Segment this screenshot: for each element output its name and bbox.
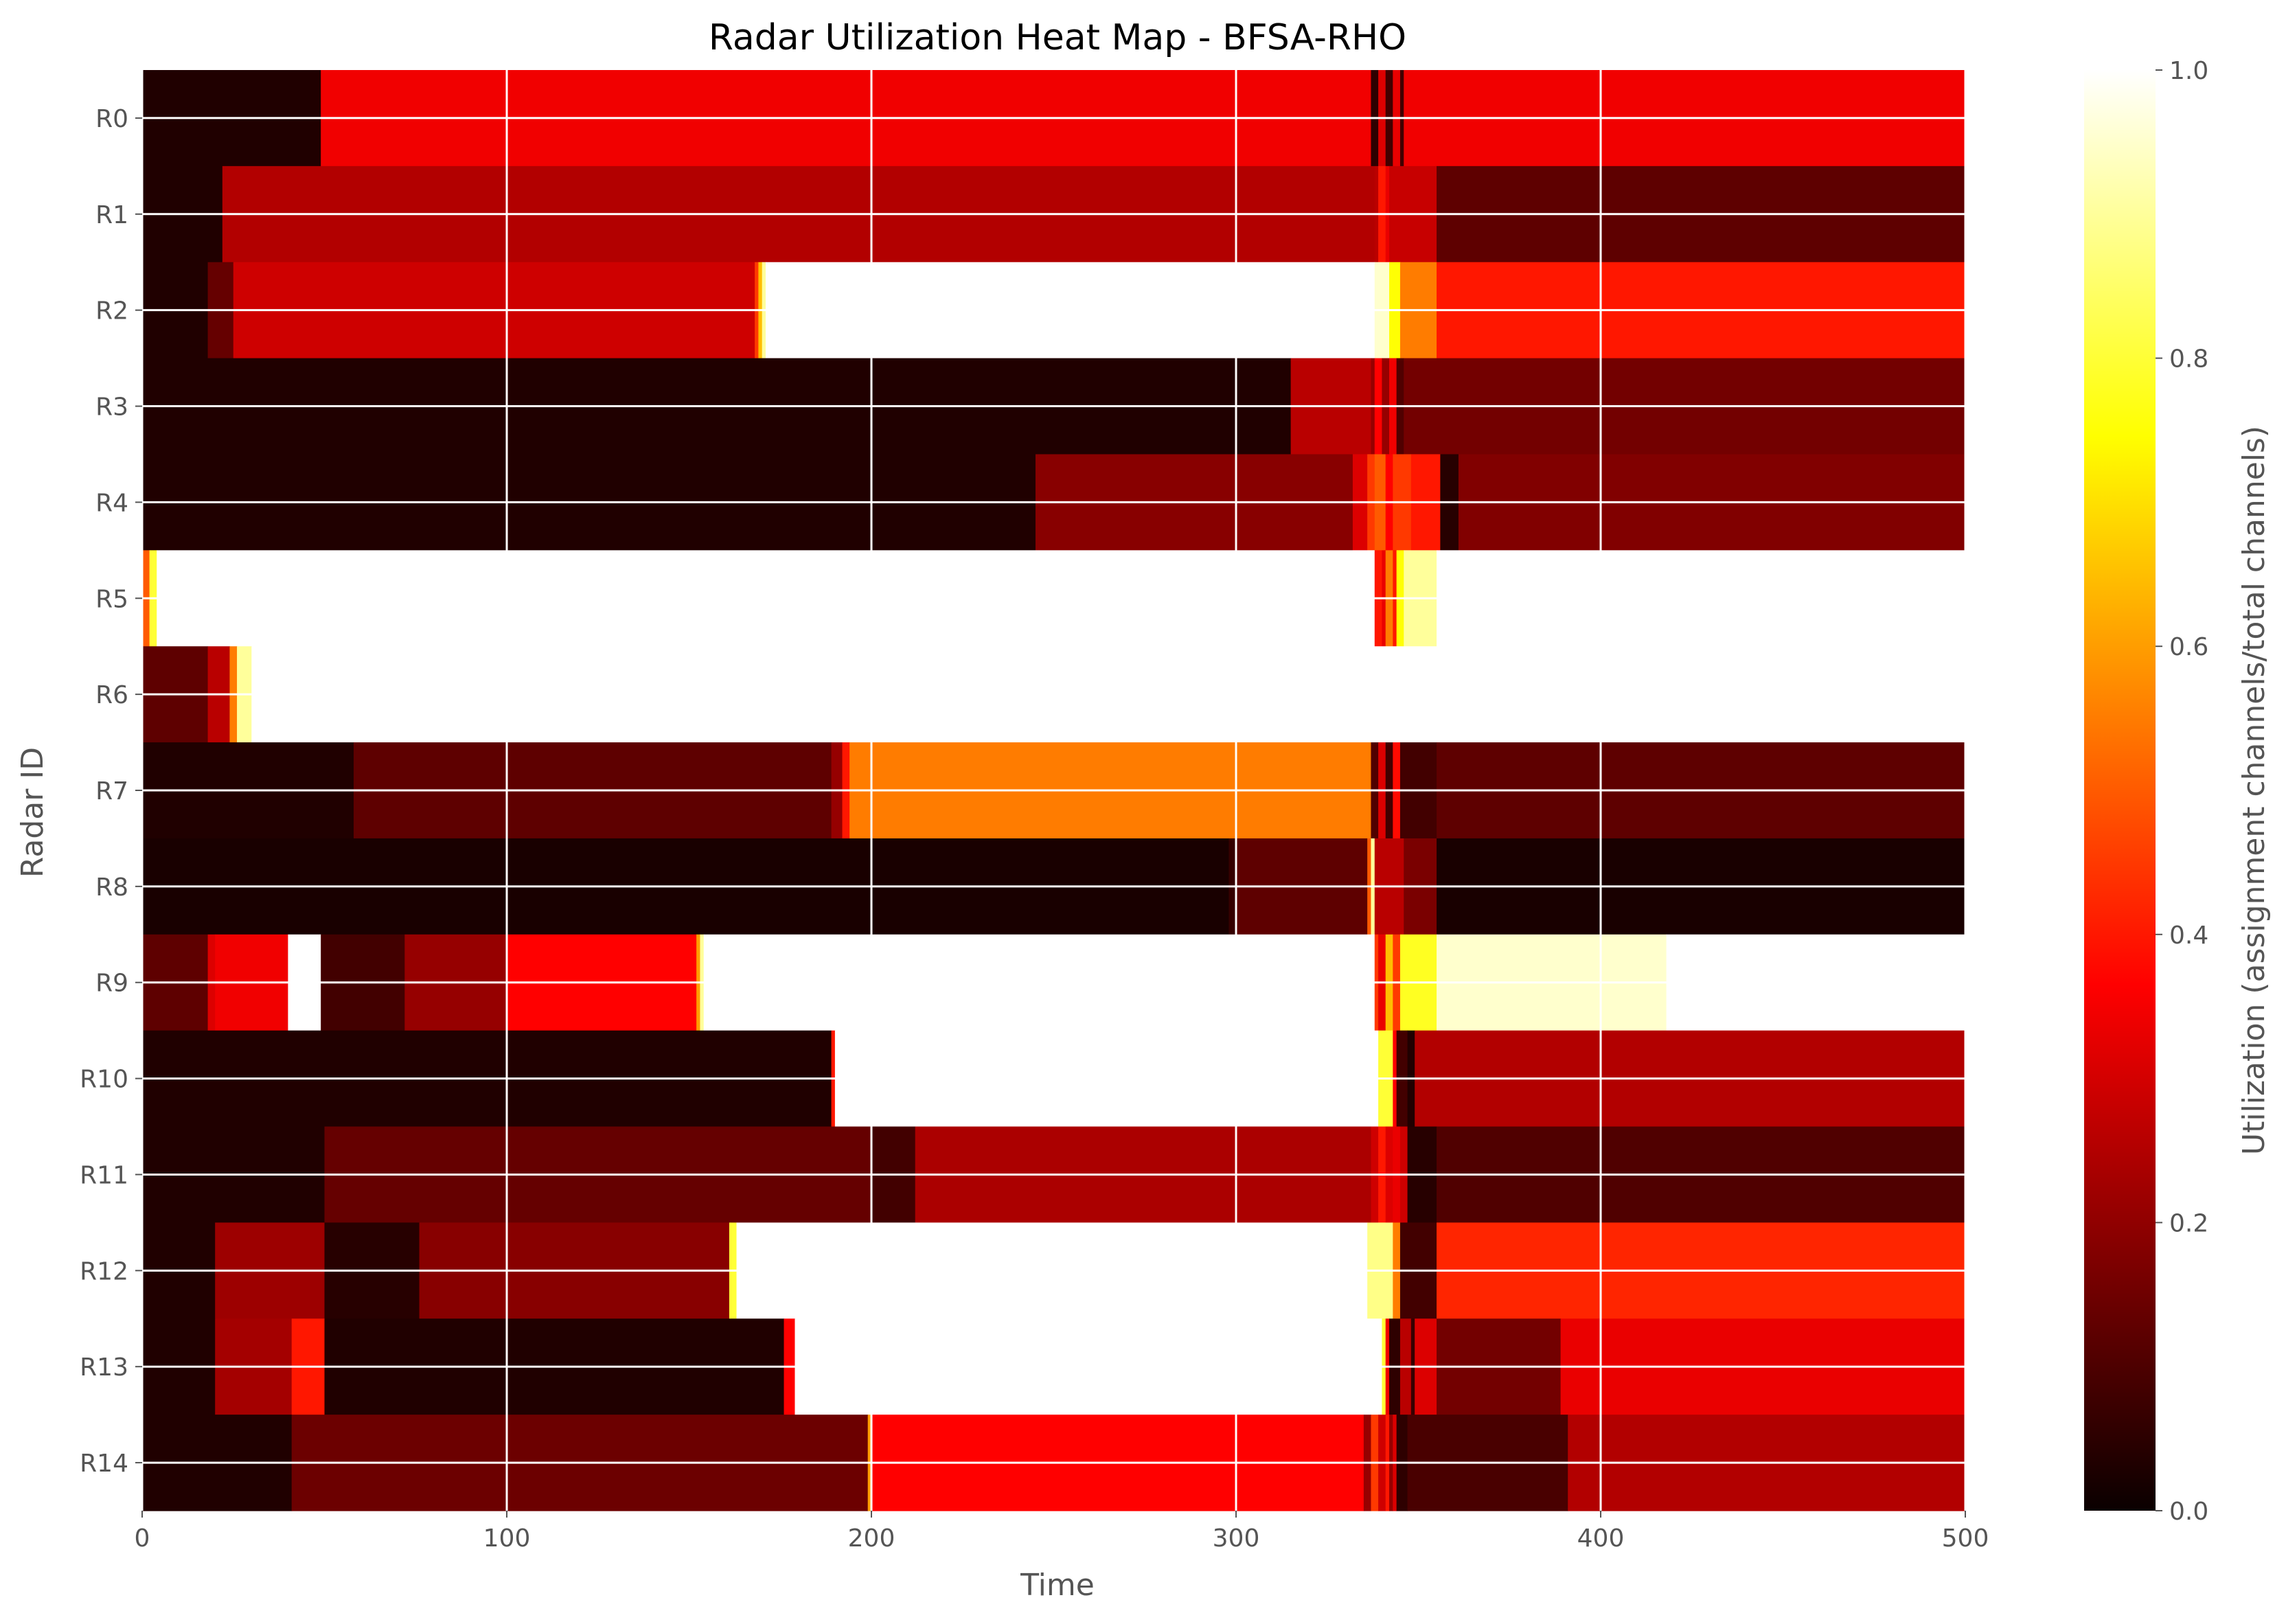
- x-tick-label-2: 200: [848, 1524, 895, 1553]
- x-tick-label-1: 100: [483, 1524, 531, 1553]
- colorbar-ticks: 0.0 0.2 0.4 0.6 0.8 1.0: [2156, 57, 2208, 1526]
- y-tick-label-r5: R5: [95, 585, 128, 613]
- y-tick-label-r7: R7: [95, 777, 128, 805]
- y-tick-label-r13: R13: [80, 1353, 128, 1382]
- y-tick-label-r11: R11: [80, 1161, 128, 1189]
- x-axis-ticks: 0 100 200 300 400 500: [135, 1511, 1989, 1553]
- colorbar-label: Utilization (assignment channels/total c…: [2237, 426, 2272, 1155]
- colorbar-tick-label-1: 0.2: [2169, 1209, 2208, 1237]
- y-tick-label-r4: R4: [95, 489, 128, 517]
- x-tick-label-3: 300: [1213, 1524, 1260, 1553]
- x-tick-label-0: 0: [135, 1524, 150, 1553]
- colorbar: [2084, 70, 2156, 1511]
- y-tick-label-r10: R10: [80, 1066, 128, 1094]
- y-tick-label-r6: R6: [95, 681, 128, 709]
- colorbar-tick-label-4: 0.8: [2169, 345, 2208, 374]
- y-tick-label-r3: R3: [95, 393, 128, 422]
- y-tick-label-r14: R14: [80, 1450, 128, 1478]
- colorbar-tick-label-2: 0.4: [2169, 922, 2208, 950]
- y-axis-ticks: R0 R1 R2 R3 R4 R5 R6 R7 R8 R9 R10 R11 R12 R13 R14: [80, 105, 142, 1478]
- y-tick-label-r9: R9: [95, 970, 128, 998]
- colorbar-tick-label-3: 0.6: [2169, 633, 2208, 661]
- colorbar-tick-label-0: 0.0: [2169, 1498, 2208, 1526]
- x-tick-label-4: 400: [1577, 1524, 1625, 1553]
- y-tick-label-r8: R8: [95, 873, 128, 902]
- y-axis-label: Radar ID: [15, 747, 50, 878]
- chart-title: Radar Utilization Heat Map - BFSA-RHO: [709, 17, 1406, 58]
- y-tick-label-r12: R12: [80, 1257, 128, 1285]
- x-tick-label-5: 500: [1942, 1524, 1989, 1553]
- x-axis-label: Time: [1020, 1568, 1095, 1603]
- grid-lines: [141, 70, 1967, 1511]
- y-tick-label-r1: R1: [95, 201, 128, 229]
- y-tick-label-r2: R2: [95, 297, 128, 325]
- y-tick-label-r0: R0: [95, 105, 128, 133]
- colorbar-tick-label-5: 1.0: [2169, 57, 2208, 85]
